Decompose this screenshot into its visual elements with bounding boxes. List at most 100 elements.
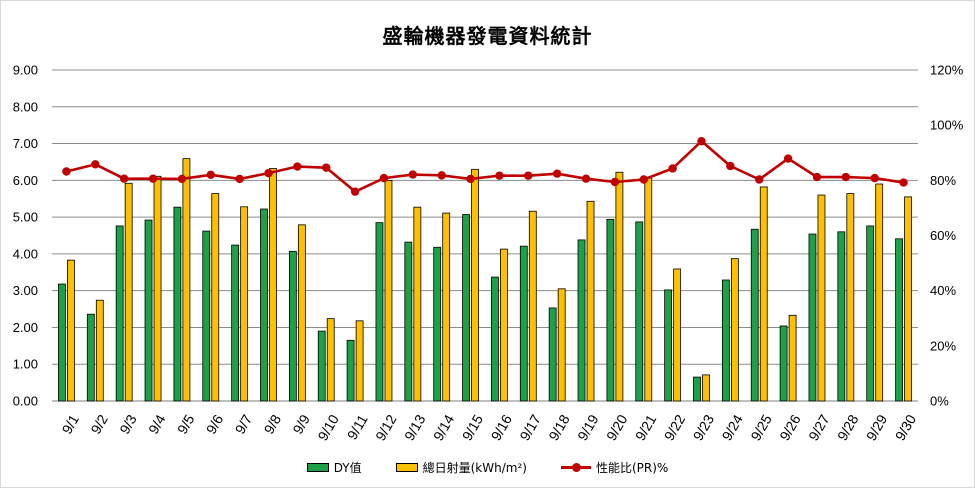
- bar-dy: [519, 245, 528, 402]
- x-tick-label: 9/14: [430, 412, 458, 444]
- legend-label-pr: 性能比(PR)%: [595, 460, 669, 475]
- bar-dy: [866, 225, 875, 402]
- bar-dy: [144, 219, 153, 402]
- pr-point: [437, 171, 446, 180]
- bar-irradiance: [182, 158, 191, 402]
- pr-point: [841, 172, 851, 182]
- y-left-tick-label: 2.00: [13, 320, 38, 335]
- y-right-tick-label: 0%: [930, 394, 949, 409]
- legend-item-dy: DY值: [306, 458, 362, 476]
- x-tick-label: 9/19: [574, 412, 602, 444]
- x-tick-label: 9/8: [261, 412, 285, 437]
- bar-irradiance: [528, 210, 537, 402]
- legend-label-irradiance: 總日射量(kWh/m²): [422, 460, 527, 475]
- bar-dy: [346, 339, 355, 402]
- bar-dy: [58, 283, 66, 402]
- bar-irradiance: [153, 175, 162, 402]
- bar-dy: [577, 239, 586, 402]
- bar-dy: [86, 313, 95, 402]
- x-tick-label: 9/23: [690, 412, 718, 444]
- bar-irradiance: [673, 268, 682, 402]
- bar-irradiance: [384, 179, 393, 402]
- legend-label-dy: DY值: [333, 460, 362, 475]
- y-left-tick-label: 1.00: [13, 357, 38, 372]
- bar-dy: [115, 225, 124, 402]
- bar-dy: [635, 221, 644, 402]
- bar-irradiance: [904, 196, 912, 402]
- pr-line: [66, 139, 904, 193]
- legend-item-pr: 性能比(PR)%: [560, 458, 669, 476]
- pr-point: [783, 154, 793, 163]
- y-left-tick-label: 0.00: [13, 394, 38, 409]
- y-right-tick-label: 100%: [930, 118, 964, 133]
- bar-irradiance: [326, 318, 335, 402]
- y-left-tick-label: 7.00: [13, 136, 38, 151]
- x-tick-label: 9/16: [488, 412, 516, 444]
- bar-irradiance: [413, 206, 422, 402]
- bar-irradiance: [67, 259, 75, 402]
- bar-dy: [548, 307, 557, 402]
- bar-irradiance: [471, 168, 479, 402]
- pr-point: [408, 170, 418, 179]
- bar-irradiance: [557, 288, 566, 402]
- y-right-tick-label: 80%: [930, 173, 956, 188]
- bar-irradiance: [846, 193, 855, 402]
- x-tick-label: 9/17: [516, 412, 544, 444]
- bar-irradiance: [730, 258, 739, 402]
- pr-point: [119, 174, 129, 183]
- legend-item-irradiance: 總日射量(kWh/m²): [395, 458, 527, 476]
- x-tick-label: 9/12: [372, 412, 400, 444]
- bar-dy: [779, 325, 788, 402]
- bar-irradiance: [759, 186, 768, 402]
- chart-title: 盛輪機器發電資料統計: [382, 24, 593, 48]
- legend: DY值 總日射量(kWh/m²) 性能比(PR)%: [0, 458, 975, 476]
- pr-point: [350, 187, 360, 196]
- x-tick-label: 9/18: [545, 412, 573, 444]
- x-tick-label: 9/13: [401, 412, 429, 444]
- bar-irradiance: [269, 168, 277, 402]
- pr-point: [466, 174, 475, 184]
- bar-irradiance: [615, 171, 624, 402]
- x-tick-label: 9/26: [776, 412, 804, 444]
- bar-irradiance: [500, 248, 508, 402]
- bar-dy: [404, 241, 413, 402]
- x-tick-label: 9/1: [58, 412, 82, 437]
- y-left-tick-label: 8.00: [13, 99, 38, 114]
- pr-point: [870, 173, 879, 183]
- bar-irradiance: [817, 194, 826, 402]
- x-tick-label: 9/30: [892, 412, 920, 444]
- bar-irradiance: [211, 193, 220, 402]
- pr-point: [293, 162, 302, 171]
- x-tick-label: 9/20: [603, 412, 631, 444]
- bar-irradiance: [788, 314, 797, 402]
- bar-irradiance: [644, 177, 653, 402]
- pr-point: [812, 172, 822, 182]
- bar-dy: [231, 244, 240, 402]
- bar-irradiance: [702, 374, 710, 402]
- x-tick-label: 9/9: [289, 412, 313, 437]
- pr-point: [552, 169, 562, 178]
- x-tick-label: 9/27: [805, 412, 833, 444]
- pr-point: [62, 167, 71, 176]
- y-right-tick-label: 60%: [930, 228, 956, 243]
- y-left-tick-label: 3.00: [13, 283, 38, 298]
- x-tick-label: 9/7: [232, 412, 256, 437]
- x-tick-label: 9/24: [718, 412, 746, 444]
- x-tick-label: 9/2: [87, 412, 111, 437]
- x-tick-label: 9/21: [632, 412, 660, 444]
- x-tick-label: 9/29: [863, 412, 891, 444]
- x-tick-label: 9/4: [145, 412, 169, 437]
- pr-point: [206, 170, 215, 180]
- bar-dy: [288, 250, 297, 402]
- pr-point: [264, 168, 273, 178]
- x-tick-label: 9/10: [314, 412, 342, 444]
- y-right-tick-label: 120%: [930, 63, 964, 78]
- bar-dy: [433, 246, 442, 402]
- x-tick-label: 9/28: [834, 412, 862, 444]
- bar-dy: [750, 228, 759, 402]
- pr-point: [697, 136, 706, 146]
- pr-point: [177, 174, 187, 184]
- bar-irradiance: [95, 299, 104, 402]
- x-tick-label: 9/22: [661, 412, 689, 444]
